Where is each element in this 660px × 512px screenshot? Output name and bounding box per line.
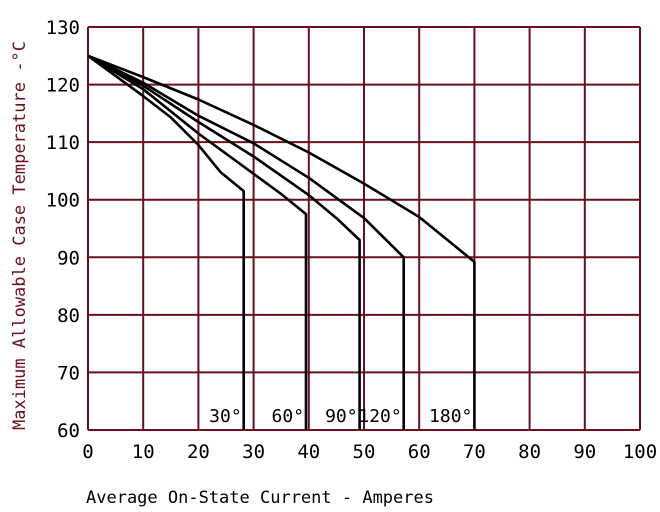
series-label: 90°	[325, 406, 358, 427]
x-tick-label: 40	[297, 441, 320, 463]
y-axis-title: Maximum Allowable Case Temperature -°C	[10, 41, 30, 430]
y-tick-label: 100	[46, 190, 80, 212]
series-line	[87, 54, 406, 430]
curves	[87, 54, 476, 430]
grid-lines	[87, 26, 641, 431]
y-tick-label: 90	[57, 247, 80, 269]
series-label: 60°	[272, 406, 305, 427]
y-tick-label: 70	[57, 362, 80, 384]
series-line	[87, 54, 361, 430]
y-tick-label: 130	[46, 17, 80, 39]
x-tick-label: 10	[132, 441, 155, 463]
x-tick-label: 70	[463, 441, 486, 463]
y-tick-labels: 60 70 80 90 100 110 120 130	[46, 17, 80, 442]
series-line	[87, 54, 245, 430]
x-tick-label: 60	[408, 441, 431, 463]
x-tick-label: 100	[623, 441, 657, 463]
x-tick-label: 90	[573, 441, 596, 463]
series-label: 30°	[209, 406, 242, 427]
x-tick-label: 50	[353, 441, 376, 463]
y-tick-label: 60	[57, 420, 80, 442]
series-label: 120°	[358, 406, 401, 427]
x-tick-label: 30	[242, 441, 265, 463]
series-label: 180°	[429, 406, 472, 427]
x-tick-label: 20	[187, 441, 210, 463]
x-tick-label: 0	[82, 441, 93, 463]
x-tick-labels: 0 10 20 30 40 50 60 70 80 90 100	[82, 441, 657, 463]
y-tick-label: 110	[46, 132, 80, 154]
curve-labels: 30° 60° 90° 120° 180°	[209, 406, 472, 427]
x-tick-label: 80	[518, 441, 541, 463]
y-tick-label: 120	[46, 75, 80, 97]
series-line	[87, 54, 308, 430]
y-tick-label: 80	[57, 305, 80, 327]
series-line	[87, 54, 476, 430]
x-axis-title: Average On-State Current - Amperes	[86, 488, 434, 508]
